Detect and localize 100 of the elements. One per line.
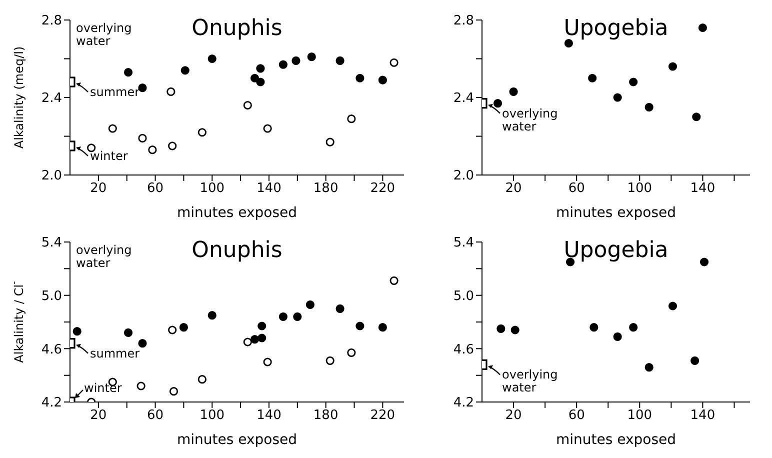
x-tick-label: 100: [200, 181, 225, 196]
y-tick-label: 5.0: [453, 288, 474, 304]
x-tick-label: 60: [147, 408, 164, 424]
point: [698, 23, 708, 32]
point: [629, 323, 638, 332]
point: [136, 382, 146, 390]
point: [180, 66, 190, 75]
point: [496, 324, 506, 333]
y-tick-label: 2.4: [453, 91, 474, 106]
point: [263, 124, 272, 133]
point: [258, 322, 266, 330]
point: [347, 348, 356, 357]
point: [168, 326, 177, 334]
point: [493, 99, 502, 108]
annotation: overlying water: [502, 106, 558, 134]
y-axis-title: Alkalinity (meq/l): [12, 46, 26, 149]
chart-title: Onuphis: [192, 16, 282, 41]
x-tick-label: 140: [690, 181, 716, 196]
point: [700, 258, 709, 266]
point: [390, 276, 398, 285]
x-tick-label: 140: [690, 408, 716, 424]
point: [243, 338, 252, 346]
y-tick-label: 4.2: [41, 396, 62, 411]
annotation: overlying water: [76, 21, 133, 48]
x-tick-label: 140: [256, 181, 282, 196]
point: [629, 78, 638, 86]
point: [292, 56, 300, 65]
point: [588, 74, 597, 82]
point: [613, 93, 622, 102]
x-tick-label: 180: [313, 181, 338, 196]
point: [198, 375, 206, 384]
point: [148, 146, 157, 154]
point: [347, 114, 356, 124]
annotation: winter: [84, 381, 122, 395]
x-tick-label: 100: [200, 408, 225, 424]
x-tick-label: 220: [370, 408, 396, 424]
annotation: overlying water: [76, 243, 133, 270]
x-axis-title: minutes exposed: [176, 205, 298, 221]
point: [336, 304, 344, 313]
x-axis-title: minutes exposed: [556, 432, 676, 448]
y-tick-label: 2.8: [453, 14, 474, 29]
point: [293, 312, 302, 321]
y-tick-label: 4.6: [453, 342, 474, 358]
y-tick-label: 5.0: [41, 288, 62, 304]
point: [378, 323, 387, 332]
x-tick-label: 60: [147, 181, 164, 196]
point: [169, 387, 178, 396]
point: [124, 328, 133, 337]
point: [668, 62, 678, 71]
y-tick-label: 4.2: [453, 396, 474, 411]
chart-title: Onuphis: [192, 238, 282, 263]
chart-title: Upogebia: [562, 16, 670, 41]
point: [166, 87, 176, 96]
annotation: summer: [90, 85, 140, 99]
x-tick-label: 100: [627, 181, 652, 196]
point: [263, 358, 272, 366]
y-tick-label: 5.4: [41, 236, 62, 251]
point: [198, 128, 206, 137]
x-tick-label: 180: [313, 408, 338, 424]
point: [278, 312, 288, 321]
y-tick-label: 5.4: [453, 236, 474, 251]
y-tick-label: 2.8: [41, 14, 62, 29]
point: [243, 100, 252, 110]
x-axis-title: minutes exposed: [556, 205, 676, 221]
x-tick-label: 220: [370, 181, 396, 196]
point: [509, 87, 518, 96]
point: [168, 142, 177, 150]
point: [692, 112, 701, 122]
point: [690, 356, 700, 365]
point: [590, 323, 598, 332]
point: [208, 54, 216, 64]
x-tick-label: 20: [505, 181, 522, 196]
point: [378, 76, 387, 84]
point: [336, 56, 344, 65]
annotation: winter: [90, 148, 128, 163]
y-tick-label: 2.0: [453, 168, 474, 184]
chart-title: Upogebia: [562, 238, 670, 263]
annotation: overlying water: [502, 368, 558, 395]
x-tick-label: 20: [505, 408, 522, 424]
point: [138, 84, 147, 92]
point: [307, 52, 316, 62]
x-tick-label: 20: [90, 408, 107, 424]
point: [138, 339, 147, 348]
x-tick-label: 60: [568, 181, 585, 196]
point: [644, 102, 654, 112]
point: [124, 68, 133, 77]
y-tick-label: 2.4: [41, 91, 62, 106]
point: [326, 138, 334, 146]
point: [72, 327, 82, 336]
point: [390, 58, 398, 67]
point: [138, 134, 147, 142]
x-tick-label: 100: [627, 408, 652, 424]
point: [258, 334, 266, 342]
point: [613, 332, 622, 341]
annotation: summer: [90, 346, 140, 360]
y-tick-label: 2.0: [41, 168, 62, 184]
point: [356, 322, 364, 330]
point: [250, 74, 260, 82]
point: [208, 311, 216, 320]
point: [256, 64, 265, 73]
